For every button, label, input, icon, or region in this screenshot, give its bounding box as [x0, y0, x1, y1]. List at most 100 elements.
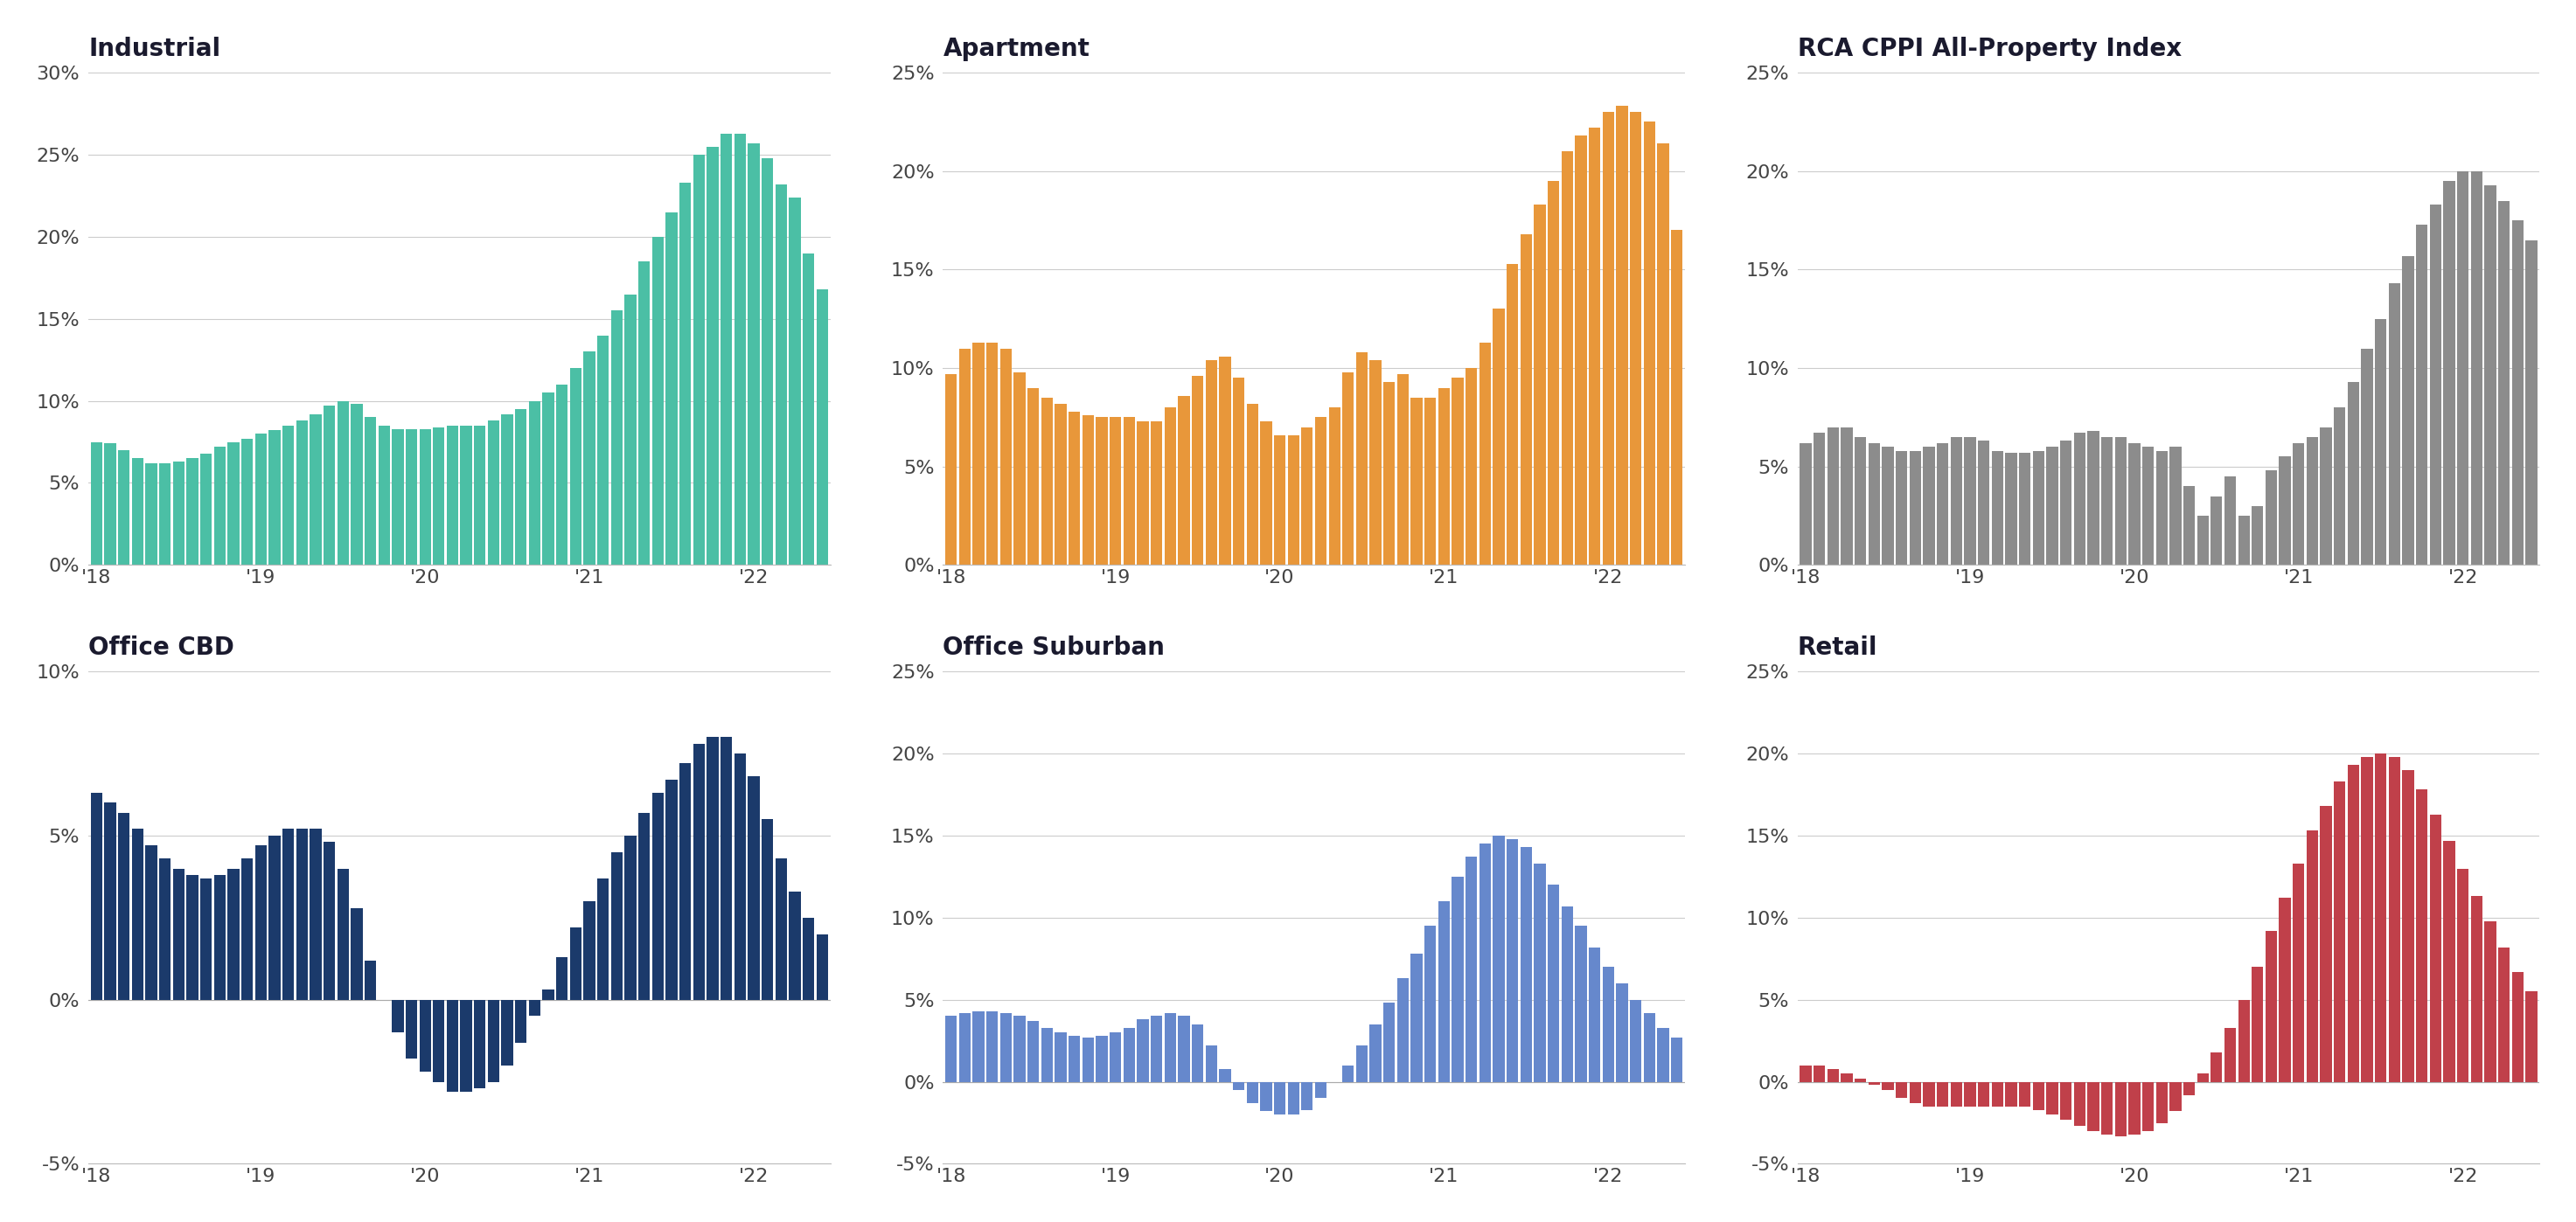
Bar — [1466, 857, 1476, 1081]
Bar — [1574, 136, 1587, 565]
Bar — [106, 803, 116, 1000]
Bar — [296, 420, 307, 565]
Bar — [1507, 264, 1517, 565]
Bar — [227, 869, 240, 1000]
Bar — [974, 1012, 984, 1081]
Bar — [2102, 1081, 2112, 1134]
Bar — [598, 335, 608, 565]
Bar — [1151, 1017, 1162, 1081]
Bar — [1218, 357, 1231, 565]
Bar — [2483, 921, 2496, 1081]
Bar — [2280, 457, 2290, 565]
Bar — [2499, 947, 2509, 1081]
Bar — [817, 290, 827, 565]
Bar — [1965, 1081, 1976, 1106]
Bar — [1383, 381, 1396, 565]
Bar — [106, 444, 116, 565]
Bar — [1453, 378, 1463, 565]
Bar — [90, 442, 103, 565]
Bar — [1991, 1081, 2004, 1106]
Bar — [309, 829, 322, 1000]
Bar — [214, 875, 227, 1000]
Bar — [1342, 371, 1355, 565]
Bar — [775, 185, 786, 565]
Bar — [1507, 840, 1517, 1081]
Bar — [1342, 1066, 1355, 1081]
Bar — [1275, 1081, 1285, 1114]
Bar — [598, 879, 608, 1000]
Bar — [502, 1000, 513, 1066]
Bar — [623, 295, 636, 565]
Bar — [242, 439, 252, 565]
Bar — [2074, 1081, 2087, 1127]
Bar — [804, 918, 814, 1000]
Bar — [1054, 1033, 1066, 1081]
Bar — [296, 829, 307, 1000]
Bar — [2403, 255, 2414, 565]
Bar — [693, 155, 706, 565]
Bar — [1466, 368, 1476, 565]
Text: Office CBD: Office CBD — [88, 635, 234, 660]
Bar — [1548, 181, 1558, 565]
Bar — [1110, 417, 1121, 565]
Bar — [1301, 428, 1314, 565]
Bar — [515, 409, 526, 565]
Bar — [1561, 152, 1574, 565]
Bar — [958, 348, 971, 565]
Bar — [1631, 1000, 1641, 1081]
Bar — [325, 842, 335, 1000]
Bar — [283, 829, 294, 1000]
Bar — [1883, 1081, 1893, 1090]
Bar — [1437, 902, 1450, 1081]
Bar — [1041, 397, 1054, 565]
Bar — [392, 1000, 404, 1033]
Bar — [2074, 433, 2087, 565]
Bar — [1561, 907, 1574, 1081]
Text: Office Suburban: Office Suburban — [943, 635, 1164, 660]
Bar — [185, 458, 198, 565]
Bar — [1288, 435, 1298, 565]
Bar — [1479, 342, 1492, 565]
Bar — [366, 417, 376, 565]
Bar — [1206, 1046, 1216, 1081]
Bar — [611, 852, 623, 1000]
Bar — [556, 385, 567, 565]
Bar — [2156, 1081, 2166, 1123]
Bar — [1535, 864, 1546, 1081]
Bar — [1656, 143, 1669, 565]
Bar — [639, 262, 649, 565]
Bar — [1247, 403, 1257, 565]
Bar — [1069, 1036, 1079, 1081]
Bar — [2115, 1081, 2125, 1136]
Bar — [639, 813, 649, 1000]
Bar — [446, 425, 459, 565]
Bar — [544, 392, 554, 565]
Bar — [2032, 1081, 2045, 1110]
Bar — [1535, 204, 1546, 565]
Bar — [420, 429, 430, 565]
Bar — [569, 927, 582, 1000]
Bar — [268, 836, 281, 1000]
Bar — [528, 401, 541, 565]
Bar — [242, 859, 252, 1000]
Bar — [227, 442, 240, 565]
Bar — [2223, 477, 2236, 565]
Bar — [2388, 284, 2401, 565]
Bar — [817, 934, 827, 1000]
Bar — [1896, 451, 1906, 565]
Bar — [2251, 506, 2264, 565]
Bar — [2470, 897, 2483, 1081]
Bar — [2210, 1052, 2223, 1081]
Bar — [2347, 765, 2360, 1081]
Bar — [1355, 1046, 1368, 1081]
Bar — [569, 368, 582, 565]
Bar — [392, 429, 404, 565]
Bar — [1494, 836, 1504, 1081]
Bar — [721, 133, 732, 565]
Bar — [2499, 200, 2509, 565]
Bar — [585, 902, 595, 1000]
Bar — [1842, 1074, 1852, 1081]
Bar — [1123, 417, 1136, 565]
Bar — [1656, 1028, 1669, 1081]
Bar — [1589, 947, 1600, 1081]
